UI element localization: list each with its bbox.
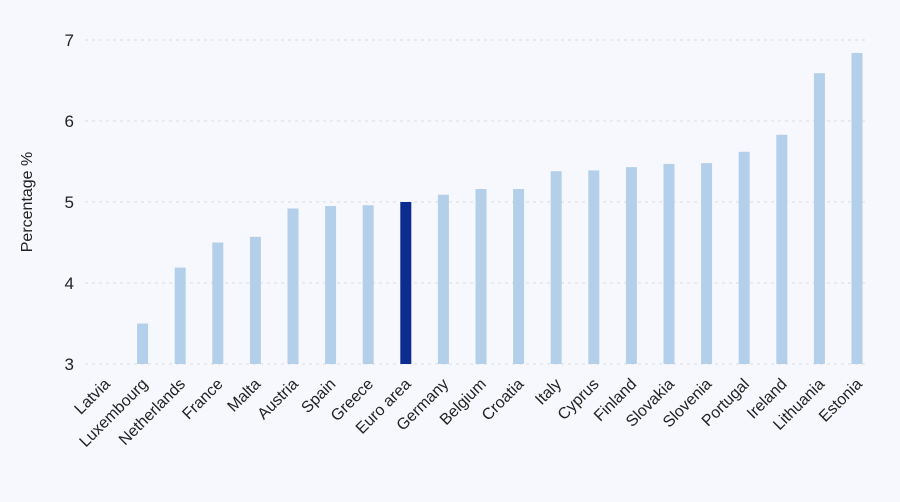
gridlines [85,39,868,365]
bar-germany [437,194,449,364]
y-axis-ticks: 3 4 5 6 7 [65,31,74,374]
bar-euro-area [400,202,412,364]
bar-ireland [776,134,788,364]
y-tick-label: 6 [65,112,74,131]
bar-spain [325,206,337,364]
y-tick-label: 4 [65,274,74,293]
bar-slovakia [663,163,675,364]
bar-cyprus [588,170,600,364]
bar-luxembourg [137,323,149,364]
bar-greece [362,205,374,364]
bar-estonia [851,52,863,365]
bar-belgium [475,189,487,364]
bar-finland [625,167,637,364]
bar-austria [287,208,299,364]
y-tick-label: 5 [65,193,74,212]
y-tick-label: 7 [65,31,74,50]
bars [137,52,863,365]
bar-netherlands [174,267,186,364]
bar-slovenia [701,163,713,364]
bar-italy [550,171,562,364]
bar-france [212,242,224,364]
bar-malta [249,236,261,364]
bar-croatia [513,189,525,364]
y-tick-label: 3 [65,355,74,374]
bar-lithuania [813,73,825,365]
y-axis-title: Percentage % [19,152,36,253]
bar-portugal [738,151,750,364]
